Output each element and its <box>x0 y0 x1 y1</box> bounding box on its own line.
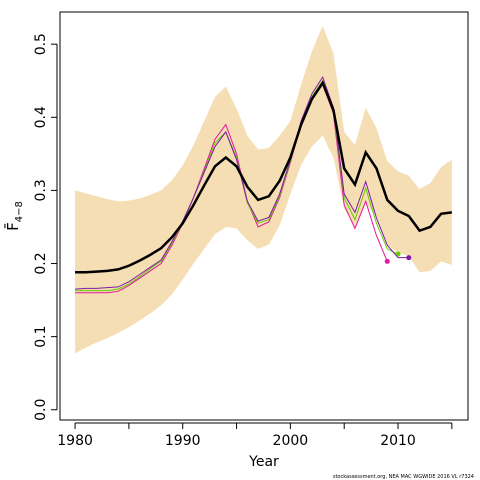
x-tick-label: 1980 <box>57 433 93 449</box>
x-tick-label: 1990 <box>165 433 201 449</box>
y-tick-label: 0.3 <box>33 179 49 201</box>
end-point <box>384 258 390 264</box>
y-label-sub: 4−8 <box>14 201 25 222</box>
y-tick-label: 0.1 <box>33 326 49 348</box>
y-label-f: F̄ <box>3 222 22 231</box>
y-tick-label: 0.4 <box>33 106 49 128</box>
confidence-band <box>75 25 452 354</box>
end-point <box>406 255 412 261</box>
y-axis-label: F̄4−8 <box>3 201 25 231</box>
source-note: stockassessment.org, NEA MAC WGWIDE 2016… <box>333 474 474 480</box>
x-tick-label: 2000 <box>273 433 309 449</box>
plot-frame <box>59 11 469 421</box>
end-point <box>395 251 401 257</box>
y-tick-label: 0.5 <box>33 33 49 55</box>
series-line <box>75 79 399 292</box>
y-tick-label: 0.2 <box>33 252 49 274</box>
series-line <box>75 75 409 290</box>
x-tick-label: 2010 <box>380 433 416 449</box>
x-axis-label: Year <box>248 454 279 470</box>
series-line <box>75 80 453 274</box>
series-line <box>75 83 388 294</box>
y-axis-label-main: F̄4−8 <box>3 201 25 231</box>
y-tick-label: 0.0 <box>33 399 49 421</box>
